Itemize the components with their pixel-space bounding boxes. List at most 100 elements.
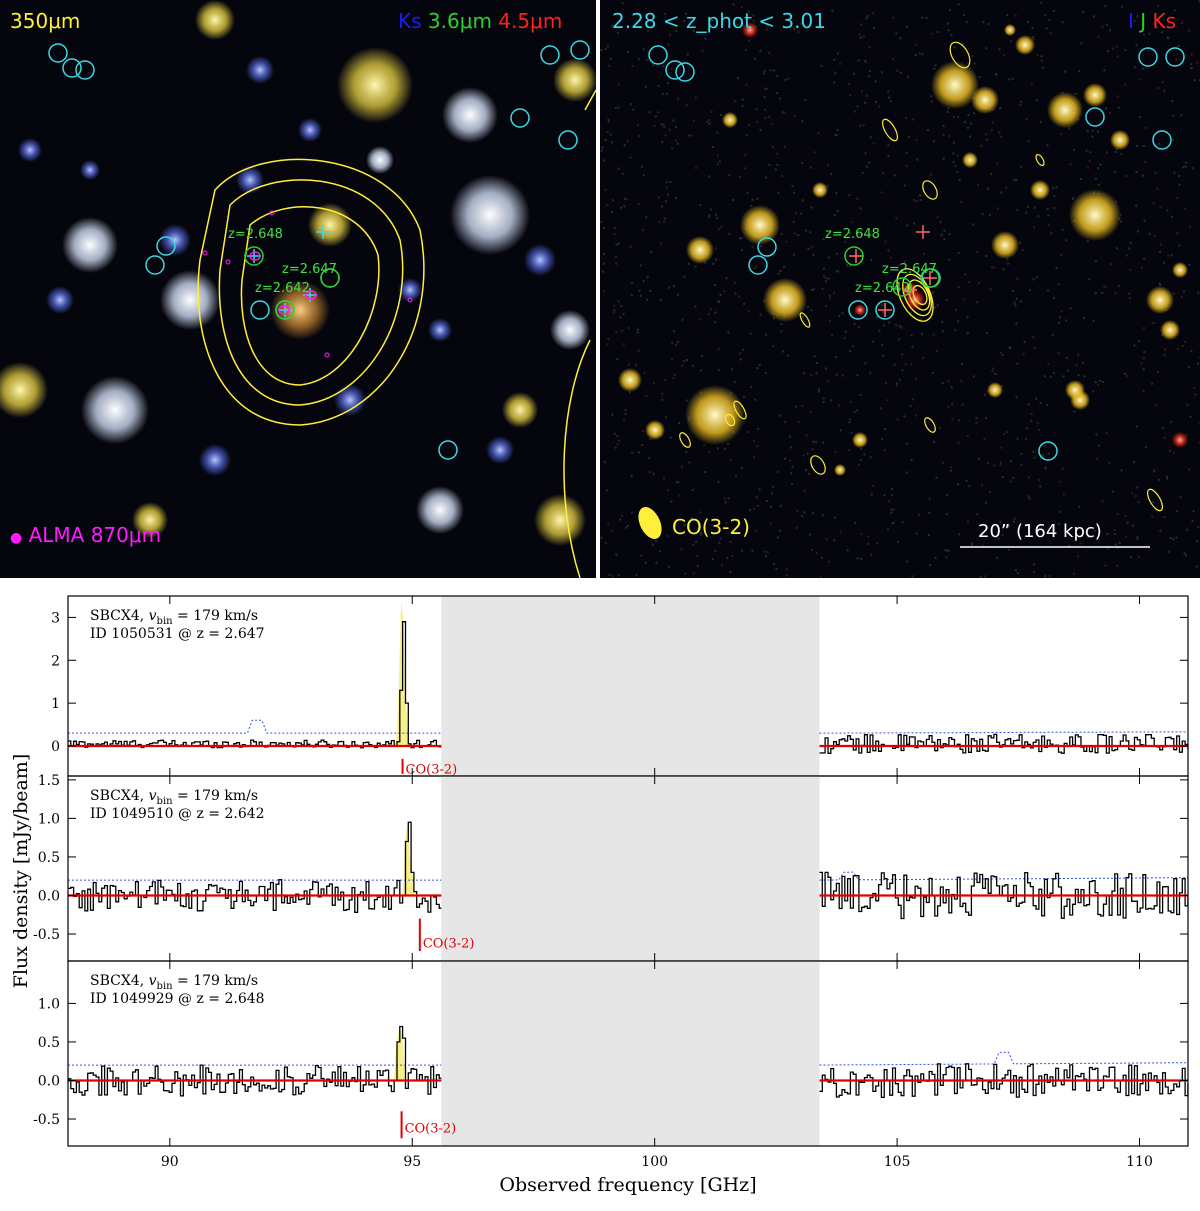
flux-spectrum xyxy=(68,621,442,749)
vbin-symbol: v xyxy=(149,788,157,804)
noise-pixel xyxy=(1019,241,1022,244)
noise-pixel xyxy=(975,250,978,253)
noise-pixel xyxy=(984,575,987,578)
noise-pixel xyxy=(939,426,942,429)
noise-pixel xyxy=(1117,284,1120,287)
noise-pixel xyxy=(919,194,922,197)
noise-pixel xyxy=(848,421,851,424)
noise-pixel xyxy=(830,399,833,402)
alma-source-dot xyxy=(407,297,413,303)
noise-pixel xyxy=(718,160,721,163)
noise-pixel xyxy=(782,350,785,353)
source-blob xyxy=(81,376,149,444)
noise-pixel xyxy=(613,309,616,312)
noise-pixel xyxy=(888,96,891,99)
noise-pixel xyxy=(896,418,899,421)
noise-pixel xyxy=(947,107,950,110)
noise-pixel xyxy=(1104,564,1107,567)
noise-pixel xyxy=(958,178,961,181)
noise-pixel xyxy=(835,192,838,195)
noise-pixel xyxy=(1168,449,1171,452)
rgb-j-label: J xyxy=(1140,9,1147,33)
noise-pixel xyxy=(763,70,766,73)
noise-pixel xyxy=(822,397,825,400)
noise-pixel xyxy=(989,288,992,291)
source-blob xyxy=(1160,320,1180,340)
noise-pixel xyxy=(1078,70,1081,73)
noise-pixel xyxy=(602,270,605,273)
catalog-circle xyxy=(1152,130,1172,150)
noise-pixel xyxy=(1007,262,1010,265)
noise-pixel xyxy=(869,371,872,374)
noise-pixel xyxy=(1157,371,1160,374)
noise-pixel xyxy=(809,411,812,414)
noise-pixel xyxy=(1190,63,1193,66)
noise-pixel xyxy=(910,334,913,337)
noise-pixel xyxy=(782,265,785,268)
noise-pixel xyxy=(956,170,959,173)
noise-pixel xyxy=(631,511,634,514)
noise-pixel xyxy=(967,281,970,284)
noise-pixel xyxy=(1142,327,1145,330)
noise-pixel xyxy=(918,52,921,55)
noise-pixel xyxy=(958,533,961,536)
noise-pixel xyxy=(630,294,633,297)
noise-pixel xyxy=(637,58,640,61)
source-blob xyxy=(1065,380,1085,400)
co-beam-label: CO(3-2) xyxy=(672,515,750,539)
noise-pixel xyxy=(708,122,711,125)
noise-pixel xyxy=(996,207,999,210)
noise-pixel xyxy=(783,111,786,114)
noise-pixel xyxy=(896,69,899,72)
noise-pixel xyxy=(755,108,758,111)
noise-pixel xyxy=(684,12,687,15)
noise-pixel xyxy=(623,418,626,421)
alma-source-ellipse xyxy=(249,251,261,261)
noise-pixel xyxy=(1190,350,1193,353)
noise-pixel xyxy=(1001,476,1004,479)
noise-pixel xyxy=(854,521,857,524)
noise-pixel xyxy=(880,191,883,194)
noise-pixel xyxy=(1175,197,1178,200)
noise-pixel xyxy=(1118,542,1121,545)
noise-pixel xyxy=(753,266,756,269)
noise-pixel xyxy=(725,277,728,280)
noise-pixel xyxy=(1046,208,1049,211)
source-blob xyxy=(1146,286,1174,314)
noise-pixel xyxy=(1119,220,1122,223)
noise-pixel xyxy=(756,367,759,370)
noise-pixel xyxy=(636,124,639,127)
noise-pixel xyxy=(732,3,735,6)
panel-id-label: ID 1049510 @ z = 2.642 xyxy=(90,806,265,822)
noise-pixel xyxy=(839,62,842,65)
noise-pixel xyxy=(1077,555,1080,558)
noise-pixel xyxy=(756,197,759,200)
noise-pixel xyxy=(942,461,945,464)
noise-pixel xyxy=(725,522,728,525)
source-blob xyxy=(962,152,978,168)
noise-pixel xyxy=(1167,26,1170,29)
noise-pixel xyxy=(741,98,744,101)
noise-pixel xyxy=(676,293,679,296)
noise-pixel xyxy=(1111,47,1114,50)
noise-pixel xyxy=(976,301,979,304)
noise-pixel xyxy=(1117,106,1120,109)
rgb-ks-label: Ks xyxy=(1152,9,1177,33)
noise-pixel xyxy=(1007,78,1010,81)
noise-pixel xyxy=(1167,550,1170,553)
rgb-red-value: 4.5 xyxy=(498,9,531,33)
noise-pixel xyxy=(968,485,971,488)
noise-pixel xyxy=(1116,55,1119,58)
noise-pixel xyxy=(634,364,637,367)
noise-pixel xyxy=(682,19,685,22)
noise-pixel xyxy=(986,331,989,334)
noise-pixel xyxy=(1009,347,1012,350)
noise-pixel xyxy=(1173,9,1176,12)
x-tick-label: 105 xyxy=(884,1154,911,1170)
noise-pixel xyxy=(829,297,832,300)
noise-pixel xyxy=(635,574,638,577)
noise-pixel xyxy=(887,90,890,93)
